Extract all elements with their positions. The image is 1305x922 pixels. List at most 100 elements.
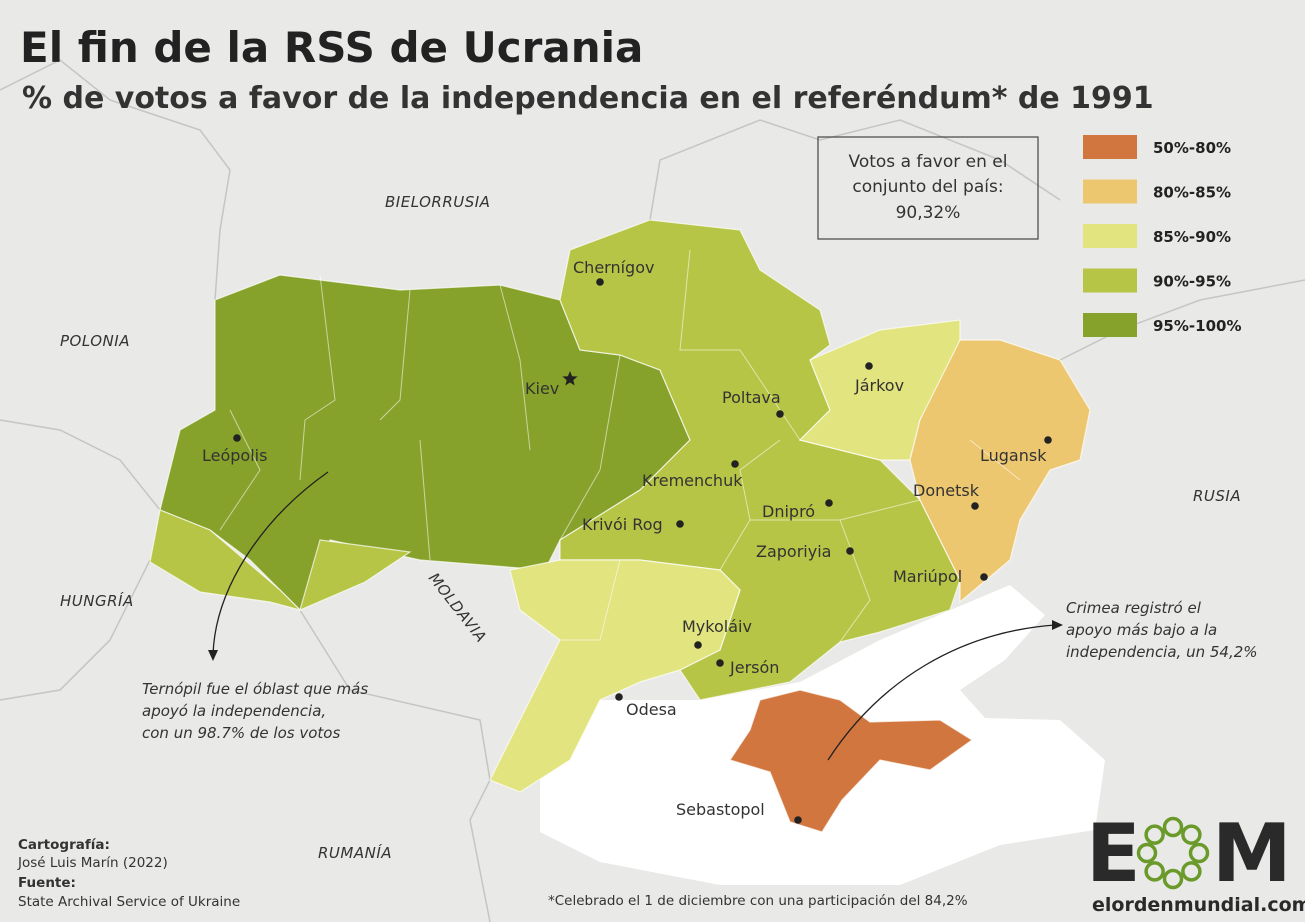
legend-swatch bbox=[1083, 179, 1137, 204]
oblast-border bbox=[219, 409, 261, 531]
logo-dot bbox=[1136, 842, 1158, 864]
city-dot bbox=[971, 502, 979, 510]
city-dot bbox=[694, 641, 702, 649]
country-label: POLONIA bbox=[60, 332, 130, 350]
city-dot bbox=[1044, 436, 1052, 444]
region bbox=[299, 539, 412, 612]
region bbox=[149, 509, 303, 612]
arrow-head bbox=[1052, 620, 1063, 630]
regions bbox=[149, 219, 1091, 833]
city-label: Sebastopol bbox=[676, 800, 765, 819]
annotation-arrow bbox=[212, 471, 329, 656]
border bbox=[649, 119, 1061, 221]
region bbox=[729, 689, 974, 833]
city-label: Poltava bbox=[722, 388, 781, 407]
annotation: independencia, un 54,2% bbox=[1066, 643, 1258, 661]
border bbox=[299, 609, 491, 922]
city-label: Járkov bbox=[854, 376, 904, 395]
city-dot bbox=[596, 278, 604, 286]
legend-label: 90%-95% bbox=[1153, 273, 1231, 291]
border bbox=[0, 59, 231, 301]
country-label: RUSIA bbox=[1193, 487, 1241, 505]
title: El fin de la RSS de Ucrania bbox=[20, 23, 643, 72]
city-label: Lugansk bbox=[980, 446, 1047, 465]
annotation: Crimea registró el bbox=[1066, 599, 1202, 617]
logo-ring bbox=[1136, 816, 1210, 890]
legend-swatch bbox=[1083, 224, 1137, 248]
city-dot bbox=[716, 659, 724, 667]
logo-dot bbox=[1144, 861, 1165, 882]
summary-text: 90,32% bbox=[896, 203, 961, 223]
arrow-head bbox=[208, 650, 218, 661]
city-label: Mykoláiv bbox=[682, 617, 752, 636]
legend: 50%-80% 80%-85% 85%-90% 90%-95% 95%-100% bbox=[1083, 135, 1241, 337]
oblast-border bbox=[559, 354, 621, 541]
legend-label: 85%-90% bbox=[1153, 228, 1231, 246]
summary-text: conjunto del país: bbox=[852, 177, 1003, 197]
legend-swatch bbox=[1083, 313, 1137, 337]
oblast-border bbox=[499, 284, 531, 451]
legend-swatch bbox=[1083, 135, 1137, 159]
logo-dot bbox=[1162, 816, 1184, 838]
city-label: Krivói Rog bbox=[582, 515, 663, 534]
city-label: Chernígov bbox=[573, 258, 654, 277]
annotation: apoyo más bajo a la bbox=[1066, 621, 1217, 639]
city-dot bbox=[615, 693, 623, 701]
city-dot bbox=[731, 460, 739, 468]
oblast-border bbox=[969, 439, 1021, 481]
credit: José Luis Marín (2022) bbox=[17, 855, 168, 871]
legend-label: 95%-100% bbox=[1153, 317, 1241, 335]
city-label: Kiev bbox=[525, 379, 559, 398]
annotation: Ternópil fue el óblast que más bbox=[142, 680, 368, 698]
region bbox=[489, 559, 741, 793]
credit-label: Fuente: bbox=[18, 875, 76, 891]
oblast-border bbox=[739, 349, 801, 441]
credit: State Archival Service of Ukraine bbox=[18, 894, 240, 910]
annotation: apoyó la independencia, bbox=[142, 702, 326, 720]
cities: Chernígov Kiev Leópolis Poltava Járkov Lugans… bbox=[202, 258, 1052, 824]
city-dot bbox=[865, 362, 873, 370]
region bbox=[909, 339, 1091, 604]
footnote: *Celebrado el 1 de diciembre con una par… bbox=[548, 893, 968, 909]
border bbox=[0, 419, 161, 511]
city-dot bbox=[676, 520, 684, 528]
country-label: MOLDAVIA bbox=[425, 569, 490, 646]
legend-label: 50%-80% bbox=[1153, 139, 1231, 157]
city-label: Dnipró bbox=[762, 502, 815, 521]
border bbox=[1059, 279, 1305, 361]
credit-label: Cartografía: bbox=[18, 837, 110, 853]
country-label: RUMANÍA bbox=[318, 843, 392, 862]
country-label: BIELORRUSIA bbox=[385, 193, 490, 211]
annotation: con un 98.7% de los votos bbox=[142, 724, 340, 742]
oblast-border bbox=[560, 559, 621, 641]
capital-star bbox=[562, 371, 578, 386]
annotation-arrow bbox=[827, 624, 1056, 761]
logo-letter: M bbox=[1212, 807, 1292, 900]
summary-box bbox=[817, 136, 1039, 240]
logo-dot bbox=[1144, 824, 1165, 845]
city-dot bbox=[846, 547, 854, 555]
oblast-border bbox=[379, 289, 411, 421]
labels: El fin de la RSS de Ucrania % de votos a… bbox=[17, 23, 1305, 916]
city-dot bbox=[794, 816, 802, 824]
logo-dot bbox=[1181, 861, 1202, 882]
oblast-border bbox=[299, 274, 336, 481]
oblast-border bbox=[679, 249, 740, 351]
logo-letter: E bbox=[1086, 807, 1141, 900]
subtitle: % de votos a favor de la independencia e… bbox=[22, 81, 1154, 116]
city-label: Donetsk bbox=[913, 481, 980, 500]
city-label: Jersón bbox=[729, 658, 779, 677]
city-dot bbox=[233, 434, 241, 442]
logo-dot bbox=[1181, 824, 1202, 845]
city-label: Kremenchuk bbox=[642, 471, 743, 490]
oblast-border bbox=[839, 519, 871, 643]
city-label: Odesa bbox=[626, 700, 677, 719]
legend-label: 80%-85% bbox=[1153, 184, 1231, 202]
city-dot bbox=[776, 410, 784, 418]
city-dot bbox=[825, 499, 833, 507]
city-label: Leópolis bbox=[202, 446, 267, 465]
logo-url: elordenmundial.com bbox=[1092, 894, 1305, 916]
oblast-border bbox=[419, 439, 431, 561]
city-label: Zaporiyia bbox=[756, 542, 831, 561]
